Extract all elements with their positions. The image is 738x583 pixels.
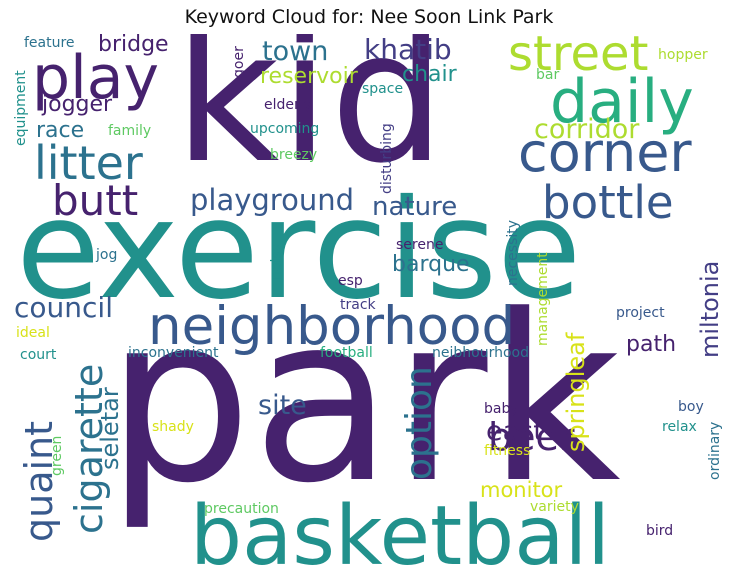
- word-goer: goer: [231, 46, 247, 78]
- word-khatib: khatib: [364, 34, 452, 66]
- word-neighborhood: neighborhood: [148, 296, 516, 357]
- word-path: path: [626, 332, 677, 357]
- word-feature: feature: [24, 35, 75, 51]
- word-space: space: [362, 81, 404, 97]
- word-inconvenient: inconvenient: [128, 345, 219, 361]
- word-family: family: [108, 123, 152, 139]
- word-fitness: fitness: [484, 443, 531, 459]
- word-street: street: [508, 34, 649, 82]
- word-precaution: precaution: [204, 501, 279, 517]
- word-noisy: noisy: [269, 243, 285, 280]
- word-option: option: [399, 366, 440, 480]
- word-beer: beer: [488, 415, 575, 459]
- word-seletar: seletar: [96, 387, 124, 470]
- word-barque: barque: [392, 252, 470, 277]
- word-football: football: [320, 345, 373, 361]
- word-breezy: breezy: [270, 147, 318, 163]
- word-serene: serene: [396, 237, 444, 253]
- word-relax: relax: [662, 419, 697, 435]
- word-daily: daily: [550, 67, 694, 137]
- word-council: council: [14, 291, 113, 324]
- word-bridge: bridge: [98, 34, 169, 57]
- word-shady: shady: [152, 419, 194, 435]
- word-basketball: basketball: [190, 489, 611, 579]
- word-reservoir: reservoir: [260, 64, 358, 89]
- word-exercise: exercise: [16, 171, 582, 330]
- word-necessity: necessity: [505, 219, 521, 286]
- word-corner: corner: [518, 121, 692, 184]
- word-chair: chair: [402, 62, 457, 87]
- word-nature: nature: [372, 192, 458, 222]
- word-cloud: park exercise kid basketball neighborhoo…: [14, 34, 724, 579]
- word-east: east: [486, 416, 544, 447]
- word-ordinary: ordinary: [707, 421, 723, 480]
- word-race: race: [36, 118, 85, 143]
- word-miltonia: miltonia: [696, 260, 724, 358]
- word-management: management: [535, 252, 551, 346]
- word-ideal: ideal: [16, 325, 50, 341]
- word-variety: variety: [530, 499, 579, 515]
- word-corridor: corridor: [534, 114, 640, 145]
- word-equipment: equipment: [14, 70, 29, 146]
- word-playground: playground: [190, 183, 355, 217]
- word-monitor: monitor: [480, 478, 563, 502]
- word-track: track: [340, 297, 376, 313]
- word-kid: kid: [174, 34, 446, 203]
- word-litter: litter: [34, 136, 143, 190]
- word-play: play: [32, 43, 160, 113]
- word-bottle: bottle: [542, 176, 674, 229]
- word-disturbing: disturbing: [379, 123, 395, 194]
- word-baby: baby: [484, 401, 519, 417]
- word-town: town: [262, 36, 329, 67]
- word-butt: butt: [52, 176, 139, 225]
- word-elderly: elderly: [264, 97, 312, 113]
- word-site: site: [258, 390, 307, 421]
- word-jogger: jogger: [42, 92, 113, 117]
- word-bird: bird: [646, 523, 674, 539]
- word-court: court: [20, 347, 57, 363]
- word-jog: jog: [96, 247, 118, 263]
- chart-title: Keyword Cloud for: Nee Soon Link Park: [184, 6, 554, 28]
- word-green: green: [49, 435, 65, 476]
- word-esp: esp: [338, 273, 363, 289]
- word-hopper: hopper: [658, 47, 708, 63]
- word-project: project: [616, 305, 665, 321]
- word-boy: boy: [678, 399, 704, 415]
- word-springleaf: springleaf: [562, 332, 590, 452]
- word-neibhourhood: neibhourhood: [432, 345, 529, 361]
- word-park: park: [106, 267, 621, 534]
- word-bar: bar: [536, 67, 560, 83]
- word-upcoming: upcoming: [250, 121, 320, 137]
